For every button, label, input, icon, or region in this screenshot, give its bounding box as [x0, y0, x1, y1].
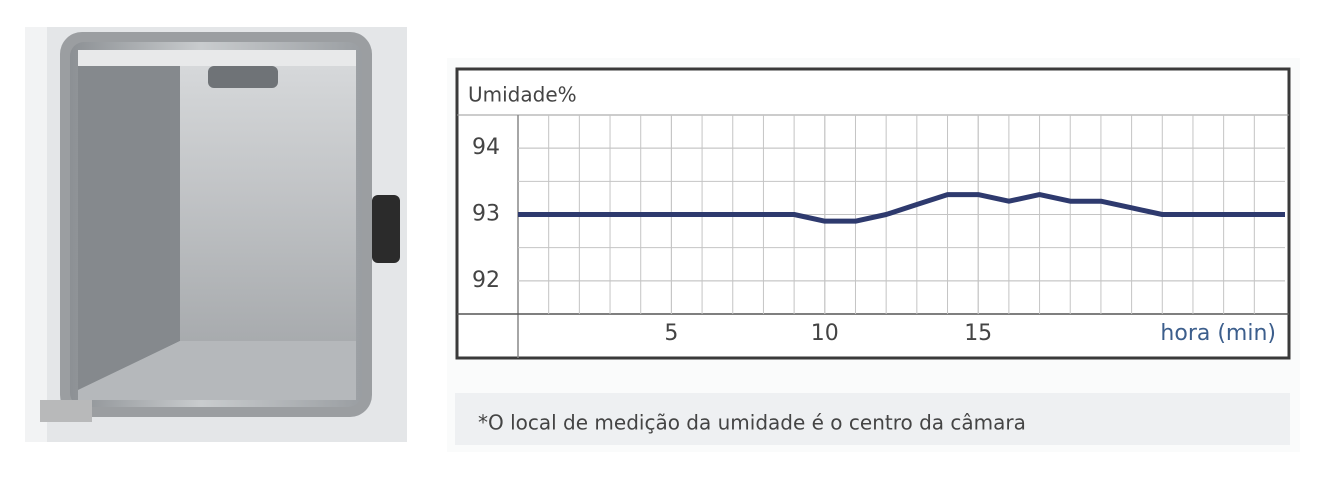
y-tick-label: 93 — [472, 202, 500, 227]
y-tick-label: 92 — [472, 268, 500, 293]
x-tick-label: 15 — [964, 321, 992, 346]
x-tick-label: 5 — [664, 321, 678, 346]
chamber-photo — [25, 27, 407, 442]
x-axis-title: hora (min) — [1160, 321, 1276, 346]
plot — [518, 192, 1285, 224]
y-axis-title: Umidade% — [468, 83, 577, 107]
note-box — [455, 393, 1290, 445]
x-tick-label: 10 — [811, 321, 839, 346]
y-tick-label: 94 — [472, 135, 500, 160]
data-line — [518, 192, 1285, 224]
note: *O local de medição da umidade é o centr… — [478, 411, 1026, 435]
